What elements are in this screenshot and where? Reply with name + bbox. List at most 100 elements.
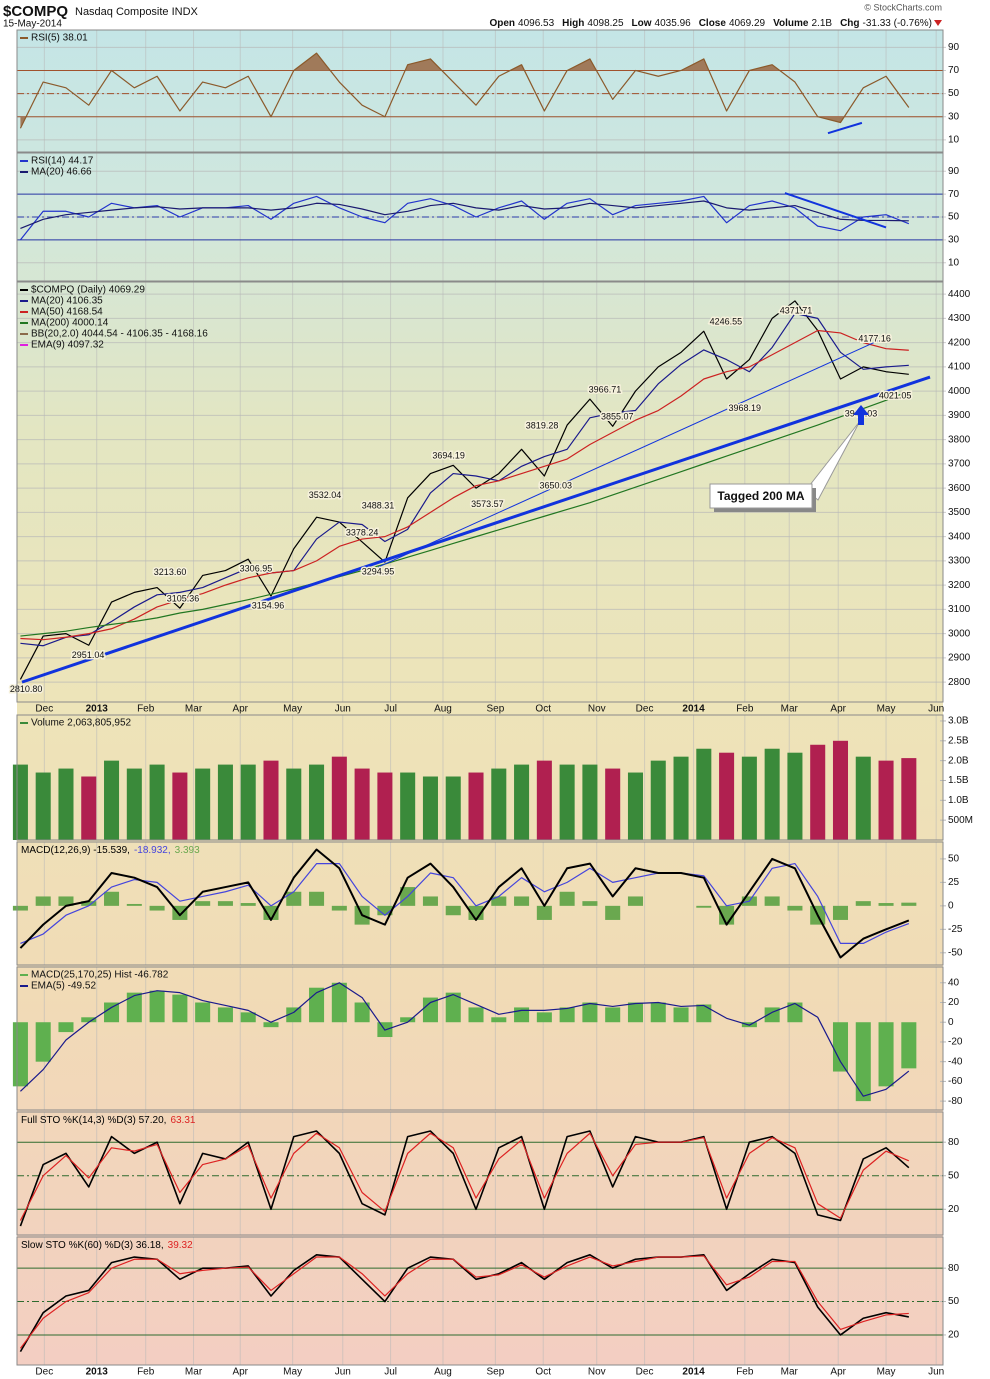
bar <box>263 905 279 920</box>
x-tick-label: Nov <box>588 704 606 715</box>
legend-entry: RSI(5) 38.01 <box>31 33 88 44</box>
bar <box>536 760 552 840</box>
panel-frame <box>16 1236 944 1366</box>
bar <box>559 1007 575 1023</box>
price-label: 3573.57 <box>471 499 504 509</box>
x-tick-label: Oct <box>535 1367 551 1378</box>
quote-label: Volume <box>773 18 809 29</box>
price-label: 3694.19 <box>432 451 465 461</box>
y-tick-label: 90 <box>948 42 960 53</box>
trendline <box>827 121 863 135</box>
legend-entry: RSI(14) 44.17 <box>31 156 94 167</box>
bar <box>400 1017 416 1023</box>
bar <box>605 768 621 840</box>
trendline <box>784 192 887 229</box>
x-tick-label: 2014 <box>682 704 705 715</box>
plot-background <box>17 30 943 1365</box>
bar <box>195 768 211 840</box>
price-label: 3105.36 <box>167 593 200 603</box>
price-label: 3213.60 <box>154 567 187 577</box>
price-label: 3650.03 <box>539 480 572 490</box>
series-line <box>19 848 910 959</box>
y-tick-label: 0 <box>948 900 954 911</box>
y-tick-label: 3600 <box>948 483 971 494</box>
legend-entry: EMA(9) 4097.32 <box>31 340 104 351</box>
price-label: 3968.19 <box>729 403 762 413</box>
quote-label: Close <box>699 18 727 29</box>
y-tick-label: 50 <box>948 1296 960 1307</box>
y-tick-label: 20 <box>948 997 960 1008</box>
x-tick-label: Jun <box>335 704 351 715</box>
bar <box>491 896 507 906</box>
x-tick-label: 2013 <box>86 1367 109 1378</box>
bar <box>149 764 165 840</box>
bar <box>104 760 120 840</box>
legend-entry: $COMPQ (Daily) 4069.29 <box>31 285 145 296</box>
bar <box>627 896 643 906</box>
bar <box>58 896 74 906</box>
bar <box>901 758 917 840</box>
bar <box>719 752 735 840</box>
panel: 90 70 50 30 10 RSI(5) 38.01 <box>16 29 960 153</box>
legend-entry: Slow STO %K(60) %D(3) 36.18, <box>21 1240 164 1251</box>
bar <box>650 1002 666 1023</box>
x-tick-label: Apr <box>830 704 846 715</box>
bar <box>422 776 438 840</box>
x-tick-label: Dec <box>35 704 53 715</box>
bar <box>832 1022 849 1072</box>
index-name: Nasdaq Composite INDX <box>75 6 199 18</box>
panel: Dec 2013 Feb Mar Apr May Jun Jul Aug Sep Oct Nov Dec… <box>16 1236 960 1378</box>
bar <box>286 891 302 906</box>
credit: © StockCharts.com <box>864 2 942 12</box>
bar <box>764 748 780 840</box>
bar <box>650 760 666 840</box>
bar <box>149 990 165 1023</box>
y-tick-label: 3500 <box>948 507 971 518</box>
quote-value: -31.33 (-0.76%) <box>863 18 932 29</box>
x-tick-label: May <box>283 1367 302 1378</box>
x-tick-label: Sep <box>486 704 504 715</box>
bar <box>58 768 74 840</box>
series-line <box>20 982 910 1097</box>
legend-entry: Volume 2,063,805,952 <box>31 718 132 729</box>
bar <box>12 764 28 840</box>
legend-entry: 3.393 <box>175 845 200 856</box>
x-tick-label: Jun <box>928 1367 944 1378</box>
bar <box>12 1022 28 1087</box>
bar <box>286 1007 302 1023</box>
bar <box>445 992 461 1023</box>
y-tick-label: 10 <box>948 134 960 145</box>
bar <box>582 1002 598 1023</box>
price-label: 2951.04 <box>72 650 105 660</box>
y-tick-label: 3300 <box>948 556 971 567</box>
x-tick-label: Aug <box>434 704 452 715</box>
legend-entry: MA(20) 4106.35 <box>31 296 103 307</box>
price-label: 4246.55 <box>710 317 743 327</box>
series-line <box>20 390 910 637</box>
y-tick-label: 0 <box>948 1017 954 1028</box>
price-label: 3306.95 <box>240 564 273 574</box>
y-tick-label: 3400 <box>948 531 971 542</box>
bar <box>217 764 233 840</box>
panel: 50 25 0 -25 -50 MACD(12,26,9) -15.539, -18.932… <box>12 841 963 966</box>
y-tick-label: 50 <box>948 854 960 865</box>
bar <box>559 764 575 840</box>
legend: Full STO %K(14,3) %D(3) 57.20, 63.31 <box>21 1115 196 1126</box>
bar <box>354 1002 370 1023</box>
x-tick-label: Mar <box>185 704 203 715</box>
y-tick-label: 20 <box>948 1330 960 1341</box>
bar <box>422 997 438 1023</box>
bar <box>354 768 370 840</box>
x-tick-label: Feb <box>736 1367 754 1378</box>
x-tick-label: 2013 <box>86 704 109 715</box>
y-tick-label: 2.0B <box>948 755 969 766</box>
y-tick-label: 25 <box>948 877 960 888</box>
y-tick-label: 50 <box>948 1170 960 1181</box>
bar <box>12 905 28 911</box>
bar <box>377 905 393 916</box>
callout-box <box>709 483 813 509</box>
callout-text: Tagged 200 MA <box>717 489 804 503</box>
bar <box>468 772 484 840</box>
